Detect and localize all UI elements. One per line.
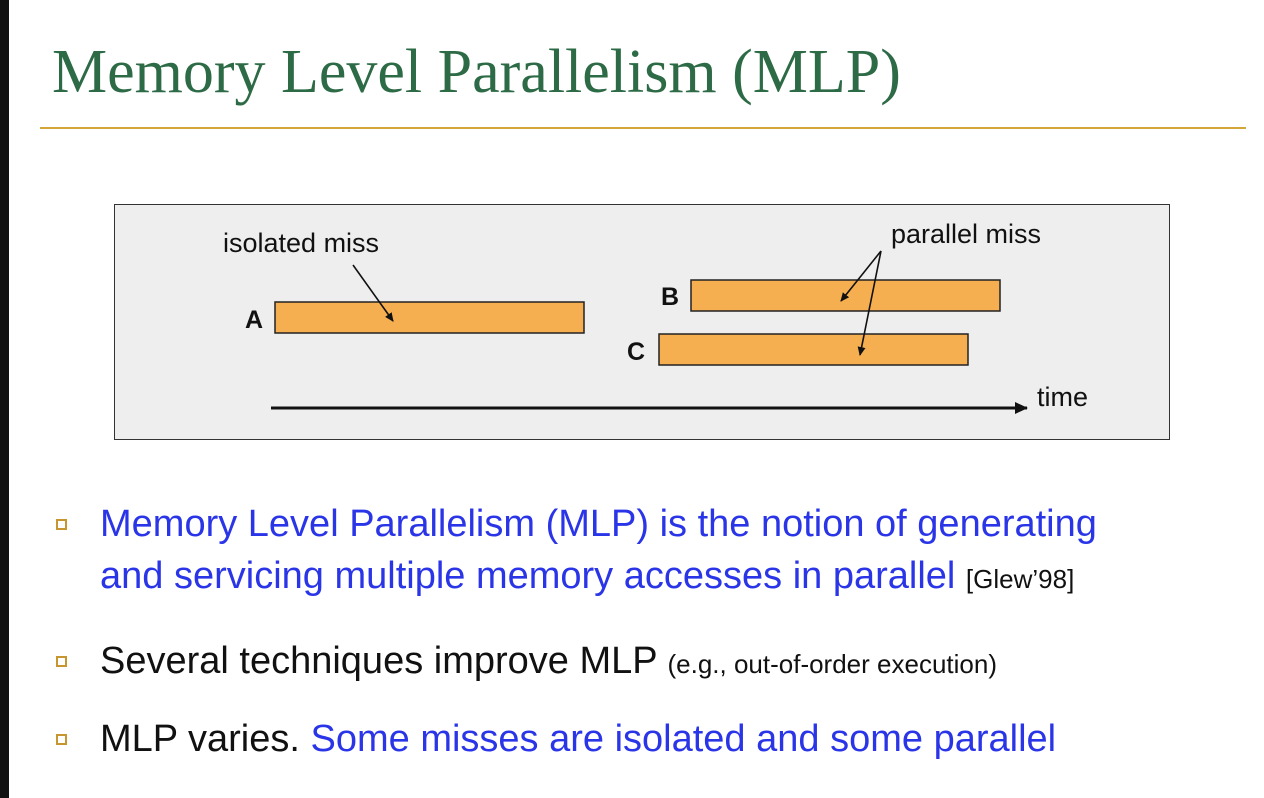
bullet-3-highlight: Some misses are isolated and some parall… <box>310 718 1057 760</box>
mlp-diagram-svg: isolated miss parallel miss A B C time <box>223 219 1088 414</box>
miss-c-label: C <box>627 338 645 366</box>
bullet-2-line: Several techniques improve MLP (e.g., ou… <box>100 637 997 688</box>
left-edge-bar <box>0 0 9 798</box>
bullet-3-text: MLP varies. <box>100 718 300 760</box>
bullet-marker-1 <box>56 519 67 530</box>
parallel-miss-label: parallel miss <box>891 219 1041 249</box>
title-divider <box>40 127 1246 129</box>
bullet-marker-3 <box>56 734 67 745</box>
miss-a-label: A <box>245 306 263 334</box>
bullet-1-line-2: and servicing multiple memory accesses i… <box>100 552 1074 603</box>
parallel-miss-arrow-c <box>857 250 882 356</box>
miss-a-bar <box>274 301 585 334</box>
miss-c-bar <box>658 333 969 366</box>
bullet-1-citation: [Glew’98] <box>965 564 1075 594</box>
time-axis-label: time <box>1037 382 1088 412</box>
isolated-miss-label: isolated miss <box>223 228 379 258</box>
bullet-2-text: Several techniques improve MLP <box>100 640 657 682</box>
miss-b-label: B <box>661 283 679 311</box>
bullet-marker-2 <box>56 656 67 667</box>
slide-title: Memory Level Parallelism (MLP) <box>52 38 901 106</box>
isolated-miss-arrow <box>352 264 394 322</box>
bullet-1-line-2-text: and servicing multiple memory accesses i… <box>100 555 956 597</box>
bullet-2-note: (e.g., out-of-order execution) <box>667 649 997 679</box>
parallel-miss-arrow-b <box>840 250 882 302</box>
bullet-1-line-1: Memory Level Parallelism (MLP) is the no… <box>100 503 1097 545</box>
mlp-diagram: isolated miss parallel miss A B C time <box>114 204 1170 440</box>
bullet-3-line: MLP varies. Some misses are isolated and… <box>100 715 1056 763</box>
